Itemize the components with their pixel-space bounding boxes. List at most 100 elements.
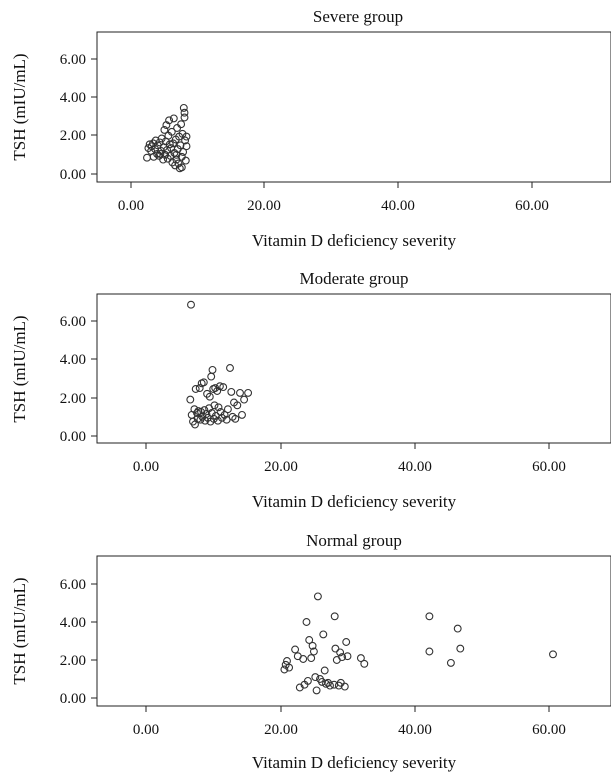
plot-frame [96, 555, 611, 707]
scatter-point [179, 148, 188, 156]
scatter-point [336, 648, 345, 657]
scatter-point [187, 300, 195, 309]
panel-normal: Normal group 0.00 20.00 40.00 60.00 0.00… [10, 531, 611, 772]
chart-title: Moderate group [299, 269, 408, 288]
scatter-point [191, 385, 200, 393]
scatter-point [240, 395, 249, 404]
y-tick-label: 6.00 [60, 577, 86, 593]
x-ticks: 0.00 20.00 40.00 60.00 [118, 182, 549, 214]
x-tick-label: 40.00 [398, 722, 432, 738]
scatter-point [305, 636, 314, 644]
scatter-point [318, 677, 326, 686]
scatter-point [446, 658, 455, 667]
scatter-point [223, 405, 232, 414]
scatter-point [167, 127, 176, 136]
y-tick-label: 0.00 [60, 691, 86, 707]
scatter-point [160, 125, 169, 134]
scatter-point [356, 654, 365, 663]
scatter-point [326, 681, 334, 690]
x-tick-label: 0.00 [133, 722, 159, 738]
scatter-point [210, 401, 219, 410]
x-tick-label: 0.00 [118, 198, 144, 214]
x-tick-label: 60.00 [532, 722, 566, 738]
scatter-point [165, 116, 174, 125]
scatter-point [309, 647, 318, 656]
scatter-point [195, 384, 204, 393]
scatter-point [244, 388, 253, 397]
y-ticks: 0.00 2.00 4.00 6.00 [60, 314, 97, 445]
scatter-point [156, 149, 165, 158]
chart-title: Severe group [313, 7, 403, 26]
scatter-point [181, 136, 190, 145]
y-tick-label: 4.00 [60, 615, 86, 631]
scatter-point [182, 142, 191, 151]
scatter-point [231, 414, 240, 423]
x-ticks: 0.00 20.00 40.00 60.00 [133, 443, 566, 475]
x-axis-label: Vitamin D deficiency severity [252, 492, 457, 511]
x-tick-label: 20.00 [247, 198, 281, 214]
scatter-point [549, 650, 557, 659]
scatter-point [285, 663, 294, 672]
plot-frame [96, 293, 611, 444]
y-tick-label: 6.00 [60, 314, 86, 330]
scatter-point [311, 673, 320, 682]
scatter-point [208, 365, 217, 374]
scatter-point [308, 641, 317, 650]
scatter-point [214, 403, 223, 412]
scatter-point [205, 392, 214, 401]
scatter-points [143, 103, 191, 173]
scatter-point [180, 113, 189, 122]
x-tick-label: 60.00 [515, 198, 549, 214]
scatter-point [220, 410, 229, 419]
y-ticks: 0.00 2.00 4.00 6.00 [60, 52, 97, 183]
scatter-point [169, 114, 178, 123]
scatter-point [330, 680, 339, 689]
scatter-point [215, 382, 224, 391]
scatter-point [199, 378, 208, 387]
scatter-point [302, 618, 311, 626]
y-axis-label: TSH (mIU/mL) [10, 577, 29, 684]
x-tick-label: 20.00 [264, 459, 298, 475]
scatter-point [200, 406, 209, 415]
scatter-point [177, 120, 186, 129]
scatter-point [283, 657, 291, 665]
scatter-point [207, 372, 216, 381]
plot-frame [96, 31, 611, 183]
scatter-point [176, 141, 185, 150]
y-ticks: 0.00 2.00 4.00 6.00 [60, 577, 97, 707]
scatter-point [313, 592, 322, 601]
scatter-point [425, 612, 434, 621]
scatter-point [307, 654, 316, 663]
scatter-point [330, 612, 339, 621]
scatter-point [178, 129, 187, 138]
x-tick-label: 40.00 [398, 459, 432, 475]
y-axis-label: TSH (mIU/mL) [10, 53, 29, 160]
x-ticks: 0.00 20.00 40.00 60.00 [133, 706, 566, 738]
scatter-point [177, 163, 186, 172]
x-axis-label: Vitamin D deficiency severity [252, 231, 457, 250]
scatter-point [303, 676, 312, 685]
scatter-point [360, 659, 369, 668]
scatter-point [340, 682, 349, 691]
scatter-point [312, 686, 321, 695]
scatter-point [453, 624, 462, 633]
scatter-point [331, 644, 340, 653]
y-tick-label: 6.00 [60, 52, 86, 68]
scatter-point [342, 638, 351, 646]
scatter-points [186, 300, 253, 429]
scatter-point [456, 644, 465, 653]
scatter-point [226, 364, 234, 372]
scatter-point [343, 652, 352, 661]
scatter-point [227, 387, 236, 396]
scatter-point [319, 630, 328, 639]
scatter-point [236, 388, 244, 397]
scatter-point [219, 383, 228, 392]
x-tick-label: 0.00 [133, 459, 159, 475]
scatter-point [238, 410, 246, 419]
panel-severe: Severe group 0.00 20.00 40.00 60.00 0.00… [10, 7, 611, 250]
scatter-point [425, 647, 434, 656]
scatter-point [155, 138, 164, 147]
y-tick-label: 2.00 [60, 653, 86, 669]
scatter-point [193, 409, 201, 417]
